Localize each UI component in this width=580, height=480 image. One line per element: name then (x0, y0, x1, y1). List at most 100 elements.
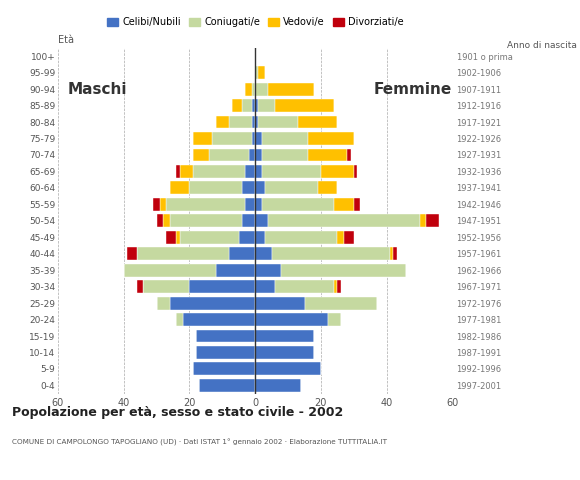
Bar (328, 313, 340, 326)
Bar (347, 148, 350, 161)
Bar (216, 116, 229, 129)
Bar (321, 165, 354, 178)
Bar (160, 198, 166, 211)
Bar (308, 132, 354, 145)
Bar (163, 215, 170, 227)
Bar (209, 148, 249, 161)
Bar (212, 132, 252, 145)
Bar (176, 231, 180, 244)
Bar (242, 99, 252, 112)
Bar (252, 132, 255, 145)
Bar (275, 280, 334, 293)
Bar (265, 231, 338, 244)
Bar (193, 165, 245, 178)
Text: Età: Età (58, 35, 74, 45)
Bar (255, 215, 269, 227)
Bar (262, 132, 308, 145)
Text: COMUNE DI CAMPOLONGO TAPOGLIANO (UD) · Dati ISTAT 1° gennaio 2002 · Elaborazione: COMUNE DI CAMPOLONGO TAPOGLIANO (UD) · D… (12, 439, 387, 446)
Bar (304, 297, 377, 310)
Bar (281, 264, 407, 276)
Bar (157, 297, 170, 310)
Bar (255, 181, 265, 194)
Legend: Celibi/Nubili, Coniugati/e, Vedovi/e, Divorziati/e: Celibi/Nubili, Coniugati/e, Vedovi/e, Di… (103, 13, 408, 31)
Bar (193, 132, 212, 145)
Bar (180, 165, 193, 178)
Bar (137, 280, 143, 293)
Bar (334, 280, 338, 293)
Bar (180, 231, 239, 244)
Bar (196, 330, 255, 342)
Bar (255, 362, 321, 375)
Bar (269, 215, 419, 227)
Bar (229, 116, 252, 129)
Bar (242, 181, 255, 194)
Bar (176, 165, 180, 178)
Bar (242, 215, 255, 227)
Bar (183, 313, 255, 326)
Bar (275, 99, 334, 112)
Bar (252, 99, 255, 112)
Bar (255, 165, 262, 178)
Bar (269, 83, 314, 96)
Bar (255, 66, 259, 79)
Bar (170, 215, 242, 227)
Text: Popolazione per età, sesso e stato civile - 2002: Popolazione per età, sesso e stato civil… (12, 406, 343, 419)
Bar (143, 280, 190, 293)
Bar (259, 116, 298, 129)
Bar (153, 198, 160, 211)
Bar (262, 148, 308, 161)
Bar (265, 181, 318, 194)
Bar (127, 247, 137, 260)
Bar (190, 181, 242, 194)
Bar (426, 215, 439, 227)
Bar (354, 165, 357, 178)
Bar (124, 264, 216, 276)
Bar (170, 297, 255, 310)
Bar (232, 99, 242, 112)
Bar (255, 313, 328, 326)
Bar (229, 247, 255, 260)
Bar (344, 231, 354, 244)
Bar (252, 83, 255, 96)
Bar (318, 181, 338, 194)
Bar (245, 198, 255, 211)
Bar (298, 116, 338, 129)
Bar (255, 264, 281, 276)
Bar (239, 231, 255, 244)
Bar (216, 264, 255, 276)
Bar (259, 99, 275, 112)
Bar (249, 148, 255, 161)
Bar (157, 215, 163, 227)
Bar (338, 231, 344, 244)
Bar (255, 132, 262, 145)
Bar (308, 148, 347, 161)
Bar (200, 379, 255, 392)
Bar (176, 313, 183, 326)
Bar (334, 198, 354, 211)
Bar (255, 280, 275, 293)
Bar (137, 247, 229, 260)
Bar (419, 215, 426, 227)
Bar (255, 148, 262, 161)
Bar (166, 231, 176, 244)
Bar (193, 362, 255, 375)
Bar (255, 379, 301, 392)
Bar (354, 198, 360, 211)
Bar (196, 346, 255, 359)
Text: Femmine: Femmine (374, 82, 452, 96)
Bar (255, 198, 262, 211)
Bar (190, 280, 255, 293)
Text: Maschi: Maschi (68, 82, 127, 96)
Bar (255, 330, 314, 342)
Bar (255, 346, 314, 359)
Bar (262, 198, 334, 211)
Bar (390, 247, 393, 260)
Bar (255, 231, 265, 244)
Bar (393, 247, 397, 260)
Bar (245, 165, 255, 178)
Bar (255, 99, 259, 112)
Bar (170, 181, 190, 194)
Text: Anno di nascita: Anno di nascita (508, 41, 577, 50)
Bar (338, 280, 340, 293)
Bar (166, 198, 245, 211)
